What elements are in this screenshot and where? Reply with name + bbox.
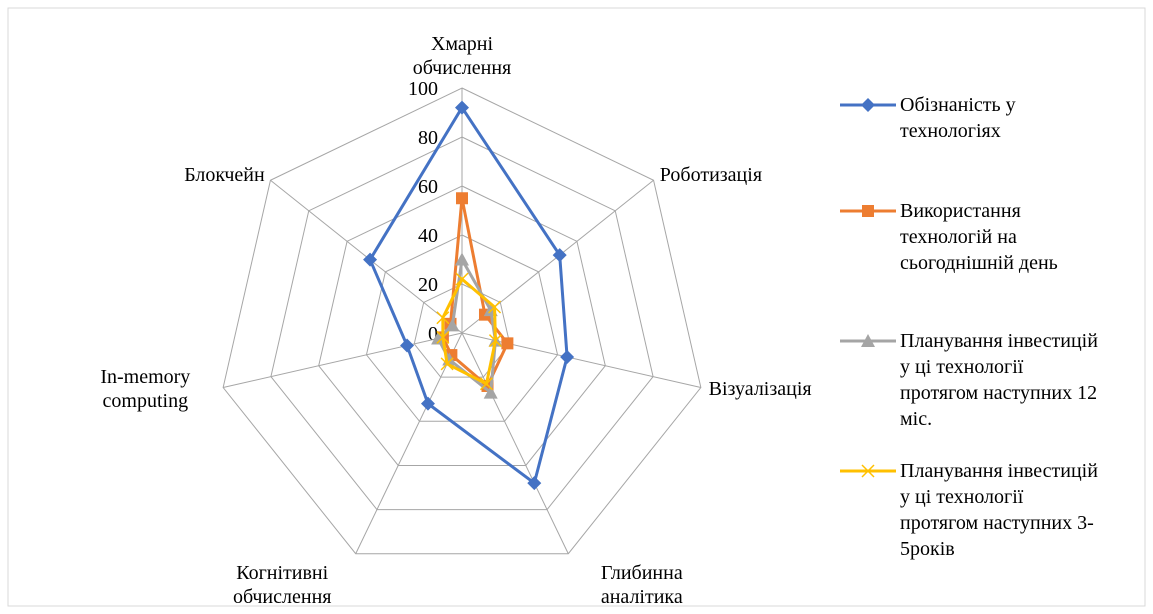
legend-label: Використання технологій на сьогоднішній … <box>900 200 1058 274</box>
marker <box>861 98 875 112</box>
spoke <box>223 332 463 389</box>
grid-line <box>270 136 654 511</box>
category-label: Хмарні обчислення <box>412 33 512 79</box>
marker <box>861 334 875 347</box>
spoke <box>461 332 569 554</box>
spoke <box>355 332 463 554</box>
marker <box>488 300 502 314</box>
grid-line <box>318 185 606 466</box>
category-label: Глибинна аналітика <box>600 561 683 608</box>
marker <box>445 318 460 332</box>
marker <box>455 272 469 286</box>
category-label: Блокчейн <box>184 164 265 187</box>
legend-label: Обізнаність у технологіях <box>900 94 1016 142</box>
y-tick-label: 60 <box>418 176 438 198</box>
marker <box>400 338 415 353</box>
grid-line <box>413 283 511 378</box>
marker <box>501 337 514 350</box>
y-tick-label: 80 <box>418 127 438 149</box>
marker <box>420 396 435 411</box>
category-label: Роботизація <box>659 164 763 187</box>
y-tick-label: 20 <box>418 274 438 296</box>
marker <box>861 464 875 478</box>
marker <box>431 331 446 345</box>
marker <box>552 248 567 263</box>
marker <box>560 349 575 364</box>
marker <box>436 311 450 325</box>
category-label: Візуалізація <box>708 378 812 401</box>
chart-border <box>7 7 1146 607</box>
marker <box>862 205 874 217</box>
marker <box>455 100 469 115</box>
series-line <box>368 104 569 486</box>
category-label: Когнітивні обчислення <box>232 561 332 608</box>
marker <box>363 252 378 267</box>
legend-label: Планування інвестицій у ці технології пр… <box>900 330 1098 430</box>
category-label: In-memory computing <box>100 366 191 413</box>
y-tick-label: 40 <box>418 225 438 247</box>
y-tick-label: 100 <box>408 78 438 100</box>
series-line <box>441 276 497 386</box>
marker <box>440 357 454 371</box>
marker <box>456 192 468 205</box>
legend-label: Планування інвестицій у ці технології пр… <box>900 460 1098 560</box>
marker <box>527 476 542 491</box>
marker <box>436 330 450 344</box>
marker <box>479 377 493 391</box>
marker <box>483 385 498 399</box>
marker <box>488 334 502 348</box>
grid-line <box>222 87 702 555</box>
y-tick-label: 0 <box>428 323 438 345</box>
marker <box>455 252 469 266</box>
